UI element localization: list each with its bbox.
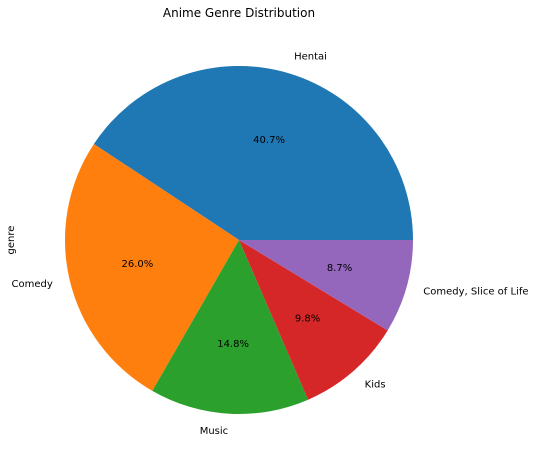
percent-label-kids: 9.8%	[295, 314, 320, 325]
pie-slice-kids	[239, 240, 388, 400]
pie-slice-comedy-slice-of-life	[239, 240, 413, 331]
percent-label-comedy: 26.0%	[122, 259, 154, 270]
pie-slice-music	[152, 240, 309, 414]
pie-labels: Hentai 40.7% Comedy 26.0% Music 14.8% Kids 9.8%…	[11, 52, 528, 437]
pie-slice-hentai	[93, 65, 414, 241]
slice-label-hentai: Hentai	[294, 52, 327, 63]
percent-label-music: 14.8%	[217, 339, 249, 350]
pie-slices	[64, 65, 414, 414]
slice-label-comedy-slice-of-life: Comedy, Slice of Life	[423, 287, 528, 298]
percent-label-hentai: 40.7%	[253, 135, 285, 146]
y-axis-label: genre	[6, 226, 17, 255]
slice-label-music: Music	[200, 426, 228, 437]
pie-slice-comedy	[64, 144, 240, 391]
slice-label-kids: Kids	[365, 379, 386, 390]
slice-label-comedy: Comedy	[11, 279, 52, 290]
chart-title: Anime Genre Distribution	[163, 6, 315, 20]
percent-label-comedy-slice-of-life: 8.7%	[327, 263, 352, 274]
